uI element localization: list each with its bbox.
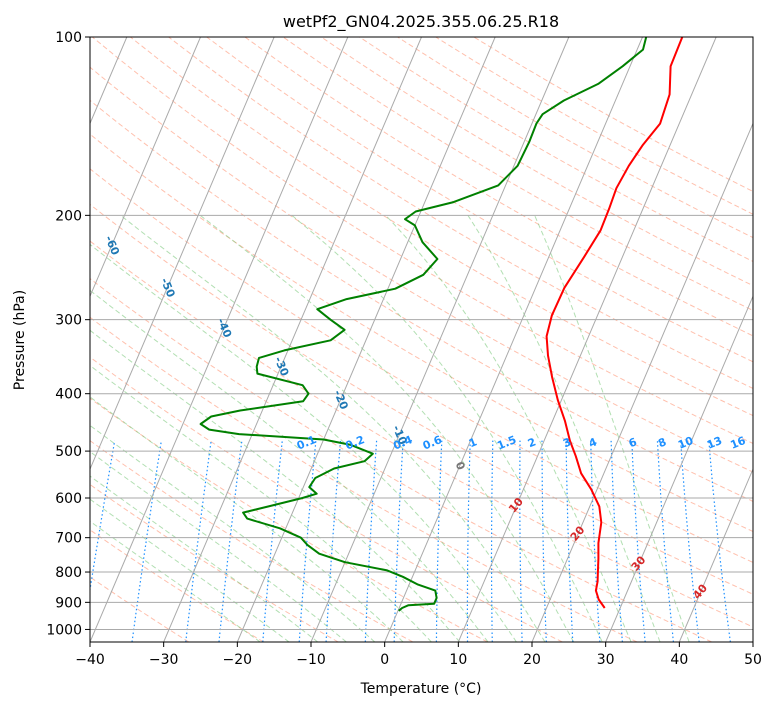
y-tick-label: 700 xyxy=(55,531,82,547)
temperature-profile-line xyxy=(545,37,684,609)
mixing-ratio-line xyxy=(490,440,494,642)
x-tick-label: 20 xyxy=(523,652,541,668)
mixing-ratio-line xyxy=(680,440,700,642)
isotherm-line xyxy=(678,467,753,642)
isotherm-line xyxy=(384,37,643,642)
mixing-ratio-line xyxy=(90,440,116,594)
profile-lines xyxy=(199,37,684,612)
moist-adiabat-line xyxy=(90,396,404,642)
y-tick-label: 800 xyxy=(55,565,82,581)
dry-adiabat-line xyxy=(90,133,753,533)
y-tick-label: 600 xyxy=(55,491,82,507)
dry-adiabat-line xyxy=(282,37,753,312)
mixing-ratio-line xyxy=(131,440,162,642)
isotherm-line xyxy=(236,37,496,642)
moist-adiabat-line xyxy=(90,475,319,642)
y-axis: 100 200 300 400 500 600 700 800 900 1000 xyxy=(46,30,90,638)
mixing-ratio-label: 3 xyxy=(561,435,573,450)
x-axis: −40 −30 −20 −10 0 10 20 30 40 50 xyxy=(75,642,762,668)
dry-adiabat-line xyxy=(90,203,753,595)
x-tick-label: 0 xyxy=(380,652,389,668)
mixing-ratio-line xyxy=(565,440,574,642)
dry-adiabat-line xyxy=(90,168,753,563)
isotherm-line xyxy=(163,37,422,642)
mixing-ratio-line xyxy=(656,440,674,642)
mixing-ratio-line xyxy=(262,440,283,642)
mixing-ratio-lines xyxy=(90,440,731,642)
y-tick-label: 300 xyxy=(55,313,82,329)
x-tick-label: −30 xyxy=(149,652,179,668)
dry-adiabat-line xyxy=(168,37,753,389)
dry-adiabat-line xyxy=(90,397,488,642)
dry-adiabat-line xyxy=(90,66,753,473)
y-tick-label: 500 xyxy=(55,444,82,460)
dewpoint-profile-line xyxy=(199,37,648,612)
pressure-gridlines xyxy=(90,37,753,630)
x-tick-label: 40 xyxy=(670,652,688,668)
moist-adiabat-line xyxy=(90,520,261,642)
moist-adiabat-line xyxy=(291,214,603,642)
mixing-ratio-line xyxy=(708,440,731,642)
moist-adiabat-line xyxy=(90,424,376,642)
plot-frame xyxy=(89,36,754,643)
y-tick-label: 100 xyxy=(55,30,82,46)
mixing-ratio-label: 10 xyxy=(676,434,695,452)
x-tick-label: −10 xyxy=(296,652,326,668)
isotherm-line xyxy=(310,37,570,642)
mixing-ratio-line xyxy=(298,440,317,642)
dry-adiabat-line xyxy=(90,240,753,628)
y-tick-label: 1000 xyxy=(46,622,82,638)
dry-adiabat-line xyxy=(90,99,753,502)
x-tick-label: 10 xyxy=(449,652,467,668)
moist-adiabat-line xyxy=(199,214,575,642)
isotherm-line xyxy=(90,37,349,642)
moist-adiabat-line xyxy=(90,243,517,642)
mixing-ratio-line xyxy=(541,440,547,642)
mixing-ratio-line xyxy=(218,440,243,642)
moist-adiabat-line xyxy=(534,215,690,642)
chart-title: wetPf2_GN04.2025.355.06.25.R18 xyxy=(283,12,559,32)
mixing-ratio-line xyxy=(519,440,523,642)
dry-adiabat-line xyxy=(90,529,264,642)
mixing-ratio-line xyxy=(325,440,342,642)
mixing-ratio-label: 13 xyxy=(705,434,724,452)
mixing-ratio-line xyxy=(590,440,601,642)
isotherms xyxy=(90,37,753,642)
mixing-ratio-label: 8 xyxy=(656,435,668,450)
y-axis-title: Pressure (hPa) xyxy=(12,290,28,390)
x-tick-label: 50 xyxy=(744,652,762,668)
mixing-ratio-line xyxy=(435,440,443,642)
mixing-ratio-line xyxy=(610,440,623,642)
mixing-ratio-label: 16 xyxy=(728,434,747,452)
y-tick-label: 200 xyxy=(55,208,82,224)
dry-adiabat-line xyxy=(90,278,712,642)
mixing-ratio-line xyxy=(185,440,212,642)
x-axis-title: Temperature (°C) xyxy=(360,681,482,697)
mixing-ratio-label: 1 xyxy=(467,435,479,450)
dry-adiabat-line xyxy=(244,37,753,337)
mixing-ratio-line xyxy=(466,440,471,642)
mixing-ratio-label: 2 xyxy=(526,435,538,450)
moist-adiabat-line xyxy=(90,289,489,642)
dry-adiabat-line xyxy=(90,356,563,642)
moist-adiabat-line xyxy=(120,214,546,642)
x-tick-label: 30 xyxy=(597,652,615,668)
moist-adiabat-line xyxy=(90,451,347,642)
isotherm-line xyxy=(90,37,275,471)
mixing-ratio-line xyxy=(364,440,378,642)
isotherm-line xyxy=(90,37,201,298)
moist-adiabat-line xyxy=(385,214,632,642)
x-tick-label: −40 xyxy=(75,652,105,668)
mixing-ratio-line xyxy=(631,440,646,642)
dry-adiabat-line xyxy=(206,37,753,363)
x-tick-label: −20 xyxy=(223,652,253,668)
isotherm-line xyxy=(605,295,753,642)
isotherm-line xyxy=(457,37,717,642)
y-tick-label: 400 xyxy=(55,387,82,403)
y-tick-label: 900 xyxy=(55,595,82,611)
dry-adiabat-line xyxy=(90,483,339,642)
isotherm-line xyxy=(531,122,753,642)
